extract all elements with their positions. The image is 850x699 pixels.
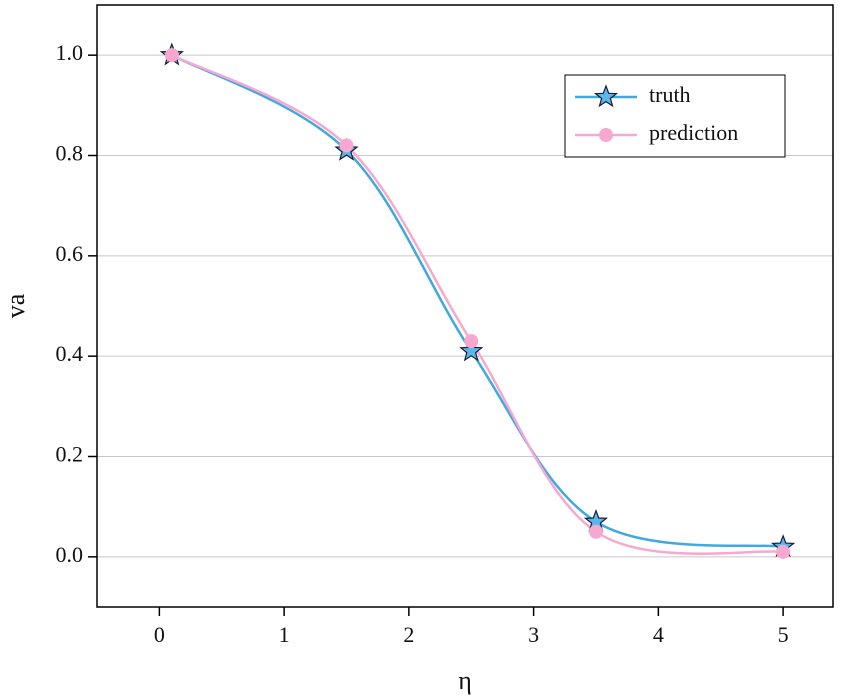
marker [464, 334, 479, 349]
x-tick-label: 4 [653, 622, 664, 647]
y-tick-label: 0.8 [56, 141, 84, 166]
x-tick-label: 0 [154, 622, 165, 647]
x-tick-label: 3 [528, 622, 539, 647]
marker [588, 524, 603, 539]
plot-frame [96, 4, 834, 608]
x-axis-label: η [458, 666, 472, 695]
y-tick-label: 0.4 [56, 341, 84, 366]
legend-marker [593, 84, 619, 108]
legend-label: truth [649, 82, 691, 107]
y-tick-label: 0.0 [56, 542, 84, 567]
x-tick-label: 2 [403, 622, 414, 647]
legend-label: prediction [649, 120, 738, 145]
y-tick-label: 1.0 [56, 40, 84, 65]
legend-marker [599, 128, 613, 142]
x-tick-label: 1 [279, 622, 290, 647]
y-axis-label: va [1, 293, 30, 318]
x-tick-label: 5 [778, 622, 789, 647]
y-tick-label: 0.2 [56, 442, 84, 467]
marker [164, 48, 179, 63]
marker [459, 338, 484, 362]
marker [776, 544, 791, 559]
legend-box [564, 74, 786, 158]
y-tick-label: 0.6 [56, 241, 84, 266]
marker [339, 138, 354, 153]
